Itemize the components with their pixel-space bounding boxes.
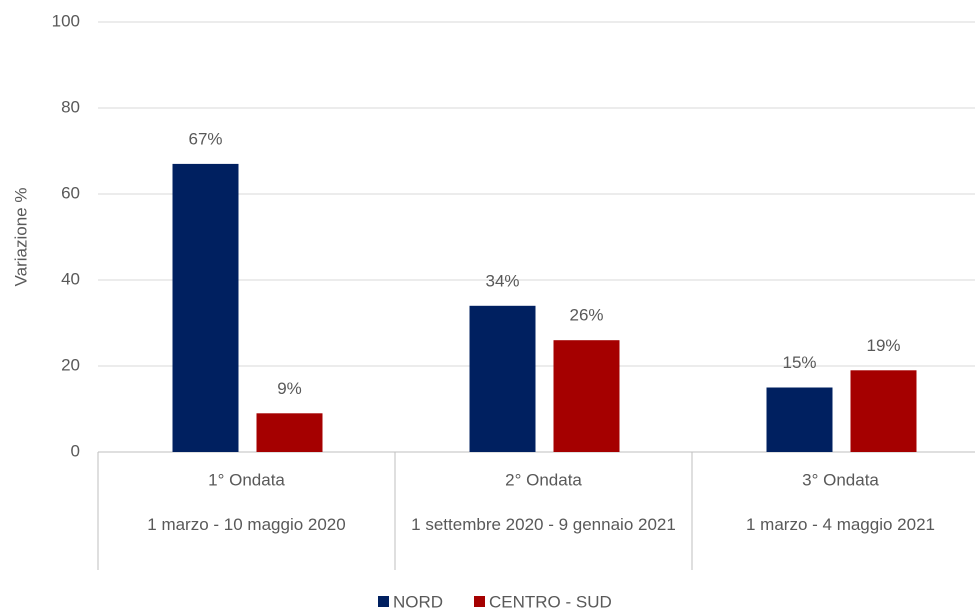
y-tick-label: 20 [61,355,80,374]
data-label: 9% [277,379,302,398]
data-label: 19% [866,336,900,355]
bar [766,387,833,452]
bar [469,305,536,452]
y-tick-label: 100 [52,11,80,30]
data-label: 26% [569,306,603,325]
data-label: 34% [485,271,519,290]
y-tick-label: 0 [71,441,80,460]
bar [850,370,917,452]
y-tick-label: 80 [61,97,80,116]
x-tick-label: 3° Ondata [802,470,879,489]
x-sub-label: 1 marzo - 4 maggio 2021 [746,515,935,534]
bar [172,163,239,452]
y-tick-label: 40 [61,269,80,288]
x-tick-label: 1° Ondata [208,470,285,489]
x-sub-label: 1 marzo - 10 maggio 2020 [147,515,346,534]
bar [553,340,620,452]
y-tick-label: 60 [61,183,80,202]
legend-label: CENTRO - SUD [489,592,612,611]
data-label: 15% [782,353,816,372]
x-tick-label: 2° Ondata [505,470,582,489]
y-axis-title: Variazione % [11,188,30,287]
data-label: 67% [188,129,222,148]
legend-swatch [378,596,389,607]
x-sub-label: 1 settembre 2020 - 9 gennaio 2021 [411,515,676,534]
bar [256,413,323,452]
legend-label: NORD [393,592,443,611]
legend-swatch [474,596,485,607]
